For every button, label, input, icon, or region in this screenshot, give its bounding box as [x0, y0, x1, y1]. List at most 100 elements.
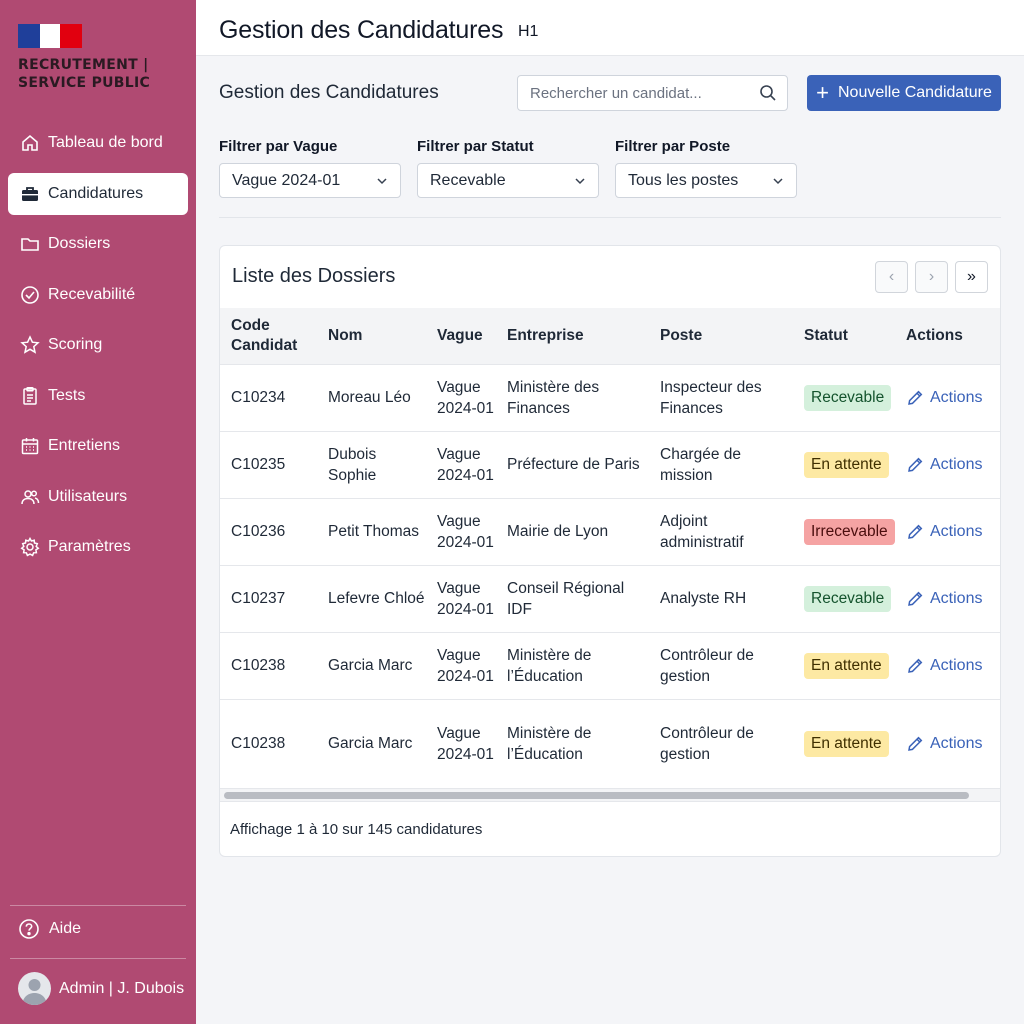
table-row[interactable]: C10237 Lefevre Chloé Vague 2024-01 Conseil …: [220, 564, 1000, 632]
heading-tag: H1: [518, 23, 539, 40]
column-header-nom[interactable]: Nom: [328, 326, 363, 344]
sidebar-nav: Tableau de bord Candidatures Dossiers Re…: [8, 122, 188, 577]
user-menu[interactable]: Admin | J. Dubois: [18, 972, 184, 1005]
cell-entreprise: Conseil Régional IDF: [496, 564, 649, 632]
cell-vague: Vague 2024-01: [426, 497, 496, 565]
cell-entreprise: Ministère de l’Éducation: [496, 631, 649, 699]
edit-action-button[interactable]: Actions: [906, 387, 1000, 408]
home-icon: [20, 133, 40, 153]
scrollbar-thumb[interactable]: [224, 792, 969, 799]
edit-action-button[interactable]: Actions: [906, 655, 1000, 676]
action-label: Actions: [930, 657, 983, 674]
status-badge: En attente: [804, 730, 889, 757]
sidebar-item-label: Tests: [48, 386, 86, 404]
calendar-icon: [20, 436, 40, 456]
flag-icon: [18, 24, 82, 48]
pencil-icon: [908, 591, 923, 606]
cell-code: C10238: [220, 631, 317, 699]
next-page-button[interactable]: ›: [915, 261, 948, 293]
column-header-statut[interactable]: Statut: [804, 326, 848, 344]
briefcase-icon: [20, 184, 40, 204]
edit-action-button[interactable]: Actions: [906, 454, 1000, 475]
section-title: Gestion des Candidatures: [219, 82, 439, 103]
cell-vague: Vague 2024-01: [426, 363, 496, 431]
sidebar-item-label: Candidatures: [48, 184, 144, 202]
action-label: Actions: [930, 735, 983, 753]
sidebar-item-candidatures[interactable]: Candidatures: [8, 172, 188, 215]
prev-page-button[interactable]: ‹: [875, 261, 908, 293]
help-link[interactable]: Aide: [18, 918, 81, 940]
avatar: [18, 972, 51, 1005]
horizontal-scrollbar[interactable]: [220, 788, 1000, 802]
cell-statut: En attente: [793, 631, 895, 699]
table-row[interactable]: C10238 Garcia Marc Vague 2024-01 Ministère …: [220, 631, 1000, 699]
brand-logo[interactable]: RECRUTEMENT | SERVICE PUBLIC: [18, 24, 150, 92]
filter-vague: Filtrer par Vague Vague 2024-01: [219, 138, 401, 198]
cell-code: C10238: [220, 698, 317, 788]
search-input[interactable]: [530, 84, 750, 102]
sidebar-item-label: Entretiens: [48, 437, 121, 454]
sidebar-item-utilisateurs[interactable]: Utilisateurs: [8, 476, 188, 518]
action-label: Actions: [930, 456, 983, 473]
search-icon[interactable]: [759, 84, 777, 102]
filter-value: Tous les postes: [628, 171, 739, 189]
cell-statut: Recevable: [793, 564, 895, 632]
cell-poste: Contrôleur de gestion: [649, 698, 793, 788]
sidebar-item-parametres[interactable]: Paramètres: [8, 526, 188, 568]
cell-vague: Vague 2024-01: [426, 631, 496, 699]
column-header-vague[interactable]: Vague: [437, 326, 483, 344]
filter-poste: Filtrer par Poste Tous les postes: [615, 138, 797, 198]
filter-vague-select[interactable]: Vague 2024-01: [219, 163, 401, 198]
chevron-down-icon: [575, 178, 585, 185]
sidebar-item-label: Recevabilité: [48, 285, 136, 303]
filter-value: Vague 2024-01: [232, 171, 341, 189]
status-badge: Recevable: [804, 384, 892, 411]
filter-statut-select[interactable]: Recevable: [417, 163, 599, 198]
sidebar-item-label: Paramètres: [48, 538, 131, 555]
help-label: Aide: [49, 920, 82, 937]
cell-actions: Actions: [895, 363, 1000, 431]
sidebar-divider: [10, 905, 186, 906]
edit-action-button[interactable]: Actions: [906, 521, 1000, 542]
column-header-poste[interactable]: Poste: [660, 326, 703, 344]
sidebar-item-recevabilite[interactable]: Recevabilité: [8, 274, 188, 316]
column-header-code[interactable]: Code Candidat: [231, 316, 298, 354]
pencil-icon: [908, 457, 923, 472]
new-application-button[interactable]: + Nouvelle Candidature: [807, 75, 1001, 111]
table-row[interactable]: C10238 Garcia Marc Vague 2024-01 Ministère …: [220, 698, 1000, 788]
table-row[interactable]: C10234 Moreau Léo Vague 2024-01 Ministère d…: [220, 363, 1000, 431]
cell-nom: Garcia Marc: [317, 698, 426, 788]
table-row[interactable]: C10235 Dubois Sophie Vague 2024-01 Préfectu…: [220, 430, 1000, 498]
search-box: [517, 75, 788, 111]
help-icon: [18, 918, 40, 940]
filter-value: Recevable: [430, 171, 506, 189]
table-row[interactable]: C10236 Petit Thomas Vague 2024-01 Mairie de…: [220, 497, 1000, 565]
cell-entreprise: Ministère des Finances: [496, 363, 649, 431]
column-header-entreprise[interactable]: Entreprise: [507, 326, 584, 344]
sidebar-item-tests[interactable]: Tests: [8, 375, 188, 417]
cell-poste: Contrôleur de gestion: [649, 631, 793, 699]
cell-code: C10234: [220, 363, 317, 431]
pencil-icon: [908, 736, 923, 751]
cell-actions: Actions: [895, 564, 1000, 632]
sidebar-divider: [10, 958, 186, 959]
filter-label: Filtrer par Vague: [219, 138, 338, 155]
divider: [219, 217, 1001, 218]
cell-entreprise: Mairie de Lyon: [496, 497, 649, 565]
edit-action-button[interactable]: Actions: [906, 733, 1000, 754]
sidebar-item-tableau-de-bord[interactable]: Tableau de bord: [8, 122, 188, 164]
cell-vague: Vague 2024-01: [426, 430, 496, 498]
edit-action-button[interactable]: Actions: [906, 588, 1000, 609]
sidebar-item-entretiens[interactable]: Entretiens: [8, 425, 188, 467]
page-header: Gestion des Candidatures H1: [196, 0, 1024, 56]
last-page-button[interactable]: »: [955, 261, 988, 293]
gear-icon: [20, 537, 40, 557]
cell-actions: Actions: [895, 430, 1000, 498]
status-badge: Recevable: [804, 585, 892, 612]
filter-poste-select[interactable]: Tous les postes: [615, 163, 797, 198]
folder-icon: [20, 234, 40, 254]
cell-code: C10235: [220, 430, 317, 498]
sidebar-item-dossiers[interactable]: Dossiers: [8, 223, 188, 265]
sidebar-item-scoring[interactable]: Scoring: [8, 324, 188, 366]
cell-poste: Analyste RH: [649, 564, 793, 632]
